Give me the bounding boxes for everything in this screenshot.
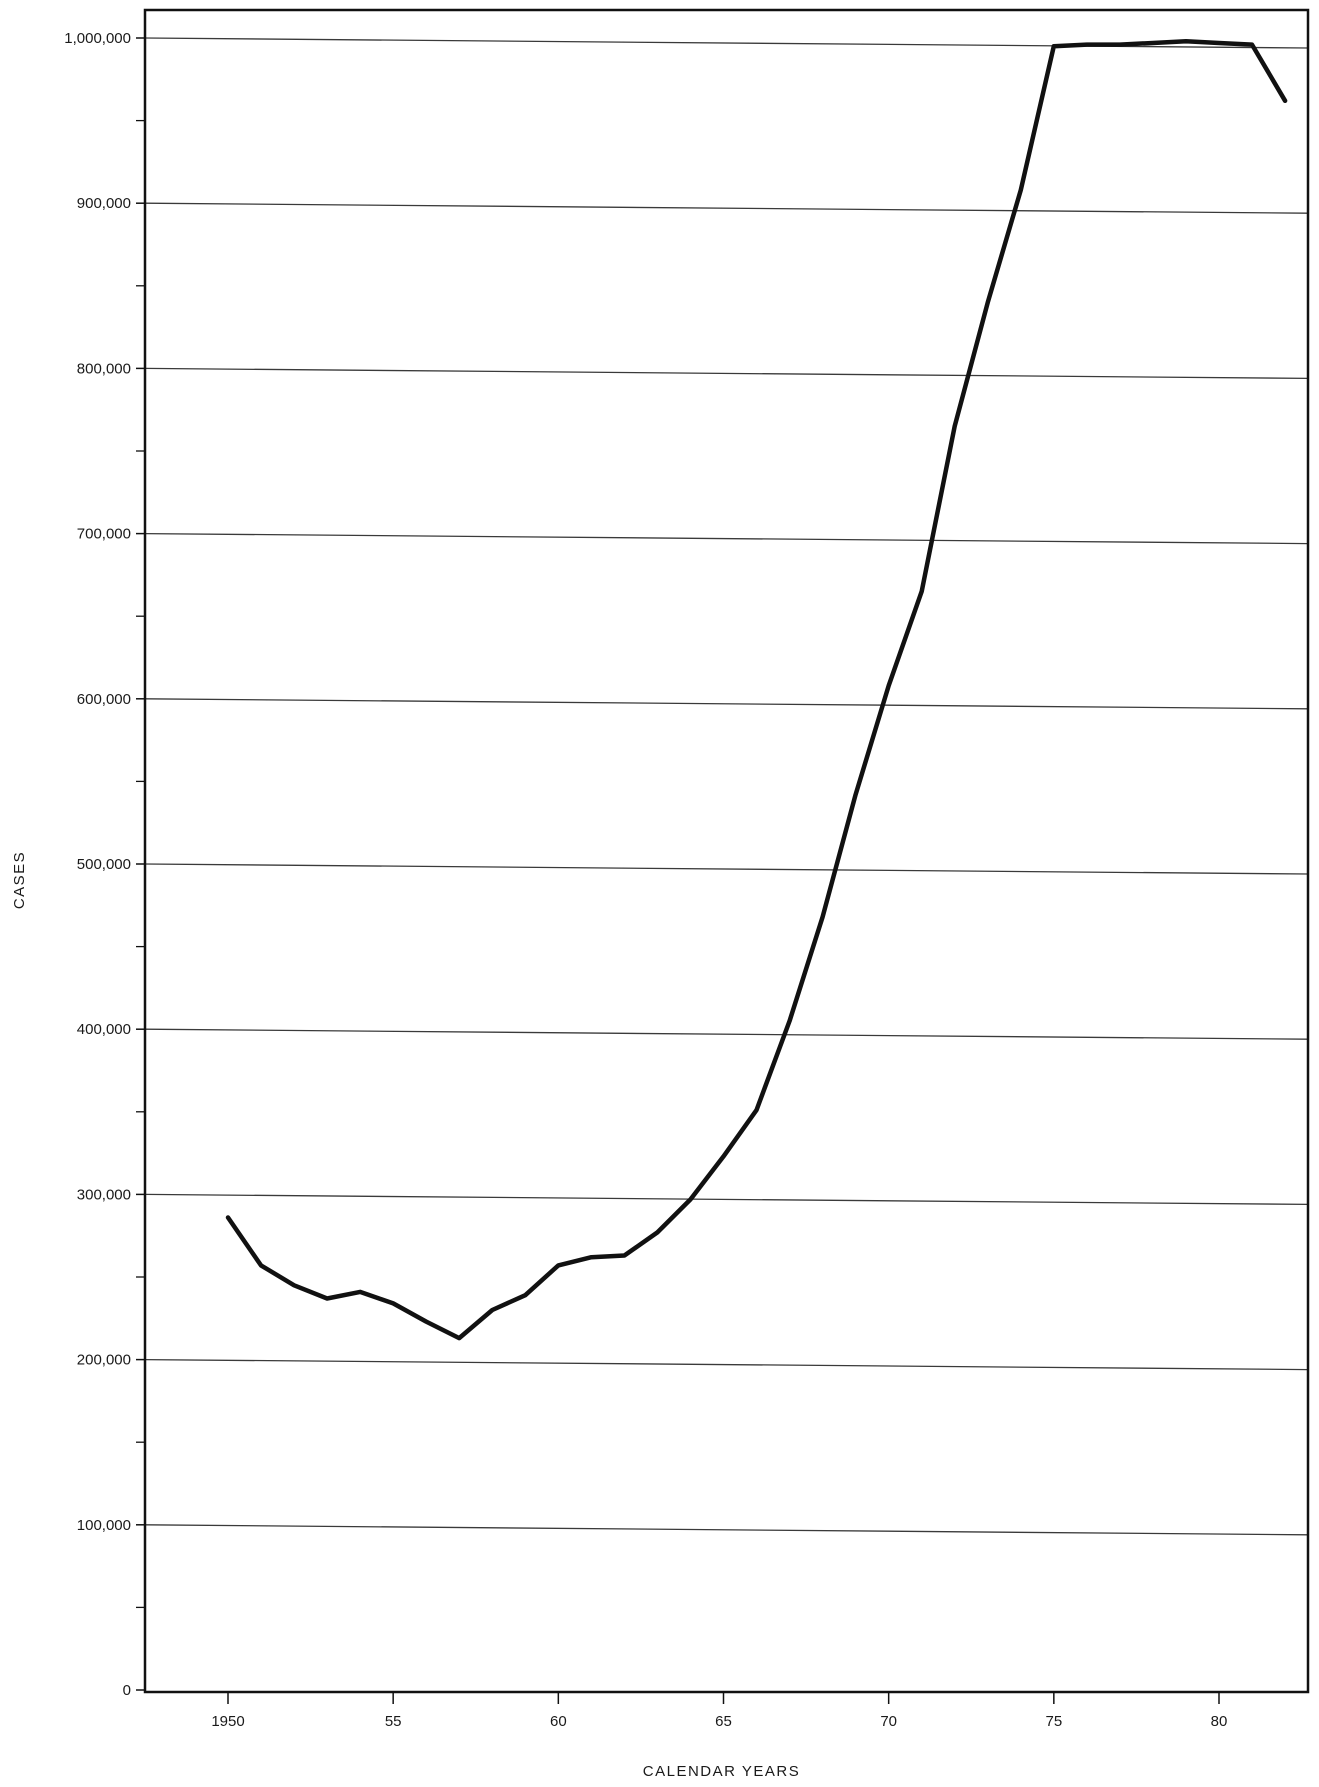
y-tick-label: 300,000 [77, 1186, 131, 1203]
gridlines [144, 37, 1309, 1536]
gridline [144, 1193, 1309, 1206]
gridline [144, 1028, 1309, 1040]
x-axis-ticks: 1950 55 60 65 70 75 80 [211, 1692, 1227, 1730]
x-tick-label: 75 [1045, 1713, 1062, 1730]
y-minor-ticks [136, 119, 145, 1609]
y-axis-title: CASES [11, 851, 28, 909]
x-tick-label: 1950 [211, 1713, 244, 1730]
x-tick-label: 70 [880, 1713, 897, 1730]
y-tick-label: 400,000 [77, 1021, 131, 1038]
y-tick-label: 0 [123, 1682, 131, 1699]
y-tick-label: 600,000 [77, 691, 131, 708]
y-axis-ticks: 0 100,000 200,000 300,000 400,000 500,000 600,… [64, 30, 145, 1699]
gridline [144, 698, 1309, 710]
y-tick-label: 500,000 [77, 856, 131, 873]
x-tick-label: 80 [1211, 1713, 1228, 1730]
gridline [144, 1358, 1309, 1371]
series-layer [225, 39, 1288, 1341]
y-tick-label: 200,000 [77, 1352, 131, 1369]
x-tick-label: 60 [550, 1713, 567, 1730]
gridline [144, 532, 1309, 545]
x-axis-title: CALENDAR YEARS [643, 1763, 800, 1780]
y-tick-label: 900,000 [77, 195, 131, 212]
y-tick-label: 700,000 [77, 526, 131, 543]
x-tick-label: 55 [385, 1713, 402, 1730]
x-tick-label: 65 [715, 1713, 732, 1730]
series-line [225, 39, 1288, 1341]
gridline [144, 863, 1309, 875]
gridline [144, 367, 1309, 380]
gridline [144, 202, 1309, 214]
gridline [144, 1524, 1309, 1536]
y-tick-label: 800,000 [77, 360, 131, 377]
plot-frame [143, 8, 1310, 1694]
y-tick-label: 100,000 [77, 1517, 131, 1534]
y-tick-label: 1,000,000 [64, 30, 131, 47]
